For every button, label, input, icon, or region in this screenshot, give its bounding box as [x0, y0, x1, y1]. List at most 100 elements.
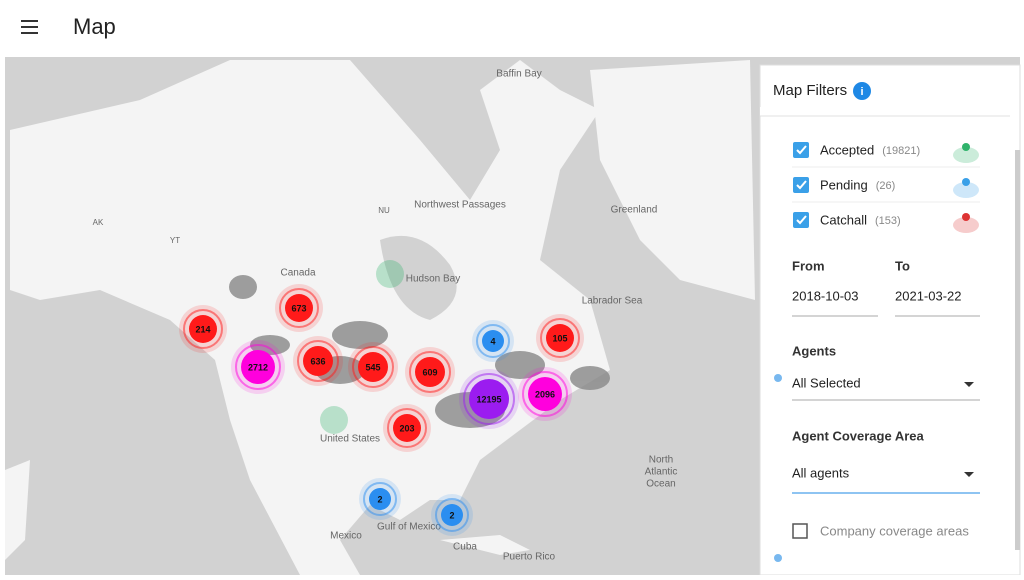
status-count: (19821): [882, 145, 920, 157]
cluster[interactable]: 214: [179, 305, 227, 353]
info-icon[interactable]: [853, 82, 871, 100]
agents-label: Agents: [792, 343, 836, 358]
cluster-count: 545: [365, 362, 380, 372]
cluster-count: 636: [310, 356, 325, 366]
cluster[interactable]: 545: [348, 342, 398, 392]
cluster[interactable]: 2712: [231, 340, 285, 394]
status-pin-shadow: [953, 217, 979, 233]
cluster-count: 609: [422, 367, 437, 377]
cluster-count: 203: [399, 423, 414, 433]
cluster-ring: [522, 371, 568, 417]
map-label: NU: [378, 206, 390, 215]
map-label: Ocean: [646, 479, 675, 490]
cluster-dot: [482, 330, 504, 352]
cluster[interactable]: 4: [472, 320, 514, 362]
cluster-ring: [409, 351, 451, 393]
status-checkbox[interactable]: [793, 142, 809, 158]
cluster-count: 105: [552, 333, 567, 343]
company-checkbox[interactable]: [792, 523, 808, 539]
status-pin: [962, 143, 970, 151]
header: [0, 0, 1024, 57]
cluster-ring: [387, 408, 427, 448]
page-title: Map: [73, 14, 116, 39]
map-label: Canada: [280, 268, 315, 279]
map-label: North: [649, 455, 673, 466]
map-label: AK: [93, 218, 104, 227]
cluster-dot: [393, 414, 421, 442]
cluster-count: 2096: [535, 389, 555, 399]
cluster-dot: [303, 346, 333, 376]
cluster-ring: [352, 346, 394, 388]
cluster-ring: [297, 340, 339, 382]
from-label: From: [792, 258, 825, 273]
cluster-ring: [435, 498, 469, 532]
panel-title: Map Filters: [773, 82, 847, 99]
cluster[interactable]: 2: [359, 478, 401, 520]
map-label: Atlantic: [645, 467, 678, 478]
status-checkbox[interactable]: [793, 177, 809, 193]
section-label: Lead Status: [792, 103, 862, 118]
map-label: Baffin Bay: [496, 69, 541, 80]
to-label: To: [895, 258, 910, 273]
coverage-select[interactable]: All agents: [792, 465, 850, 480]
filter-panel: Map Filters i Lead Status From To 2018-1…: [759, 64, 1021, 576]
cluster-dot: [469, 379, 509, 419]
to-input[interactable]: 2021-03-22: [895, 288, 962, 303]
cluster[interactable]: 2: [431, 494, 473, 536]
cluster-count: 12195: [476, 394, 501, 404]
cluster-dot: [241, 350, 275, 384]
status-pin-shadow: [953, 182, 979, 198]
check-glyph: [796, 215, 807, 225]
map-label: Hudson Bay: [406, 274, 460, 285]
cluster-count: 214: [195, 324, 210, 334]
map-label: Labrador Sea: [582, 296, 643, 307]
scrollbar[interactable]: [1015, 150, 1020, 550]
check-glyph: [796, 145, 807, 155]
map-label: Cuba: [453, 542, 477, 553]
cluster-count: 673: [291, 303, 306, 313]
status-label: Pending: [820, 177, 868, 192]
check-glyph: [796, 180, 807, 190]
cluster-ring: [279, 288, 319, 328]
status-pin-shadow: [953, 147, 979, 163]
cluster[interactable]: 636: [293, 336, 343, 386]
cluster-dot: [415, 357, 445, 387]
cluster-dot: [189, 315, 217, 343]
cluster-ring: [183, 309, 223, 349]
status-pin: [962, 213, 970, 221]
company-label: Company coverage areas: [820, 523, 969, 538]
cluster-ring: [476, 324, 510, 358]
cluster-count: 2: [377, 494, 382, 504]
cluster-dot: [285, 294, 313, 322]
map-label: Greenland: [611, 205, 658, 216]
status-count: (153): [875, 215, 901, 227]
cluster-ring: [235, 344, 281, 390]
cluster-dot: [369, 488, 391, 510]
cluster-dot: [546, 324, 574, 352]
menu-button[interactable]: [21, 20, 38, 34]
cluster-dot: [528, 377, 562, 411]
status-label: Catchall: [820, 212, 867, 227]
cluster[interactable]: 2096: [518, 367, 572, 421]
map-label: YT: [170, 236, 180, 245]
agents-select[interactable]: All Selected: [792, 375, 861, 390]
cluster-dot: [441, 504, 463, 526]
info-glyph: i: [860, 86, 863, 98]
from-input[interactable]: 2018-10-03: [792, 288, 859, 303]
coverage-label: Agent Coverage Area: [792, 428, 924, 443]
cluster-ring: [363, 482, 397, 516]
cluster-dot: [358, 352, 388, 382]
cluster[interactable]: 673: [275, 284, 323, 332]
cluster[interactable]: 105: [536, 314, 584, 362]
map-label: United States: [320, 434, 380, 445]
map-label: Puerto Rico: [503, 552, 556, 563]
cluster[interactable]: 609: [405, 347, 455, 397]
cluster-ring: [540, 318, 580, 358]
cluster[interactable]: 203: [383, 404, 431, 452]
status-count: (26): [876, 180, 896, 192]
cluster-count: 2712: [248, 362, 268, 372]
cluster[interactable]: 12195: [459, 369, 519, 429]
status-checkbox[interactable]: [793, 212, 809, 228]
